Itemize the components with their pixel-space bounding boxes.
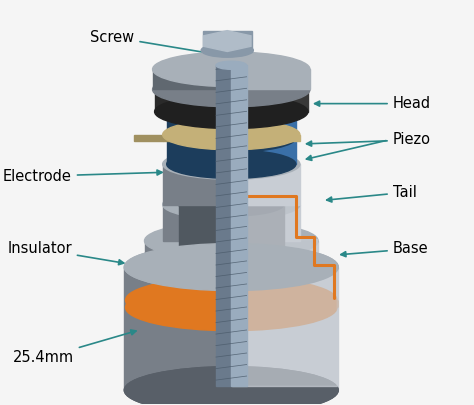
- Polygon shape: [167, 138, 231, 164]
- Polygon shape: [232, 156, 243, 241]
- Polygon shape: [231, 205, 300, 241]
- Polygon shape: [231, 65, 246, 386]
- Polygon shape: [167, 112, 231, 138]
- Polygon shape: [179, 205, 231, 269]
- Polygon shape: [231, 112, 296, 138]
- Polygon shape: [231, 90, 308, 112]
- Ellipse shape: [126, 277, 337, 324]
- Polygon shape: [231, 241, 318, 267]
- Text: Head: Head: [315, 96, 431, 111]
- Text: 25.4mm: 25.4mm: [13, 330, 136, 365]
- Ellipse shape: [201, 43, 253, 57]
- Polygon shape: [135, 135, 163, 141]
- Ellipse shape: [163, 190, 300, 220]
- Ellipse shape: [124, 243, 338, 291]
- Text: Insulator: Insulator: [7, 241, 124, 265]
- Ellipse shape: [155, 72, 308, 107]
- Polygon shape: [216, 65, 231, 386]
- Ellipse shape: [163, 149, 300, 179]
- Ellipse shape: [124, 367, 338, 405]
- Polygon shape: [231, 205, 284, 269]
- Polygon shape: [153, 69, 231, 90]
- Polygon shape: [202, 32, 252, 52]
- Polygon shape: [163, 205, 231, 241]
- Polygon shape: [231, 69, 310, 90]
- Polygon shape: [203, 31, 251, 51]
- Polygon shape: [163, 135, 231, 141]
- Ellipse shape: [145, 222, 318, 260]
- Ellipse shape: [163, 119, 300, 150]
- Polygon shape: [163, 164, 231, 205]
- Ellipse shape: [124, 243, 338, 291]
- Polygon shape: [124, 267, 231, 390]
- Ellipse shape: [153, 52, 310, 87]
- Polygon shape: [231, 164, 300, 205]
- Ellipse shape: [124, 367, 338, 405]
- Text: Electrode: Electrode: [3, 169, 162, 184]
- Polygon shape: [231, 135, 300, 141]
- Text: Piezo: Piezo: [307, 132, 431, 147]
- Text: Tail: Tail: [327, 185, 417, 202]
- Polygon shape: [126, 300, 337, 307]
- Polygon shape: [145, 241, 231, 267]
- Text: Base: Base: [341, 241, 428, 257]
- Polygon shape: [231, 138, 296, 164]
- Ellipse shape: [167, 124, 296, 152]
- Ellipse shape: [167, 150, 296, 178]
- Ellipse shape: [216, 61, 246, 69]
- Ellipse shape: [153, 72, 310, 107]
- Ellipse shape: [155, 95, 308, 128]
- Text: Screw: Screw: [90, 30, 217, 56]
- Ellipse shape: [167, 98, 296, 126]
- Polygon shape: [231, 267, 338, 390]
- Ellipse shape: [179, 193, 284, 216]
- Ellipse shape: [126, 284, 337, 331]
- Polygon shape: [155, 90, 231, 112]
- Polygon shape: [232, 205, 337, 386]
- Ellipse shape: [179, 258, 284, 281]
